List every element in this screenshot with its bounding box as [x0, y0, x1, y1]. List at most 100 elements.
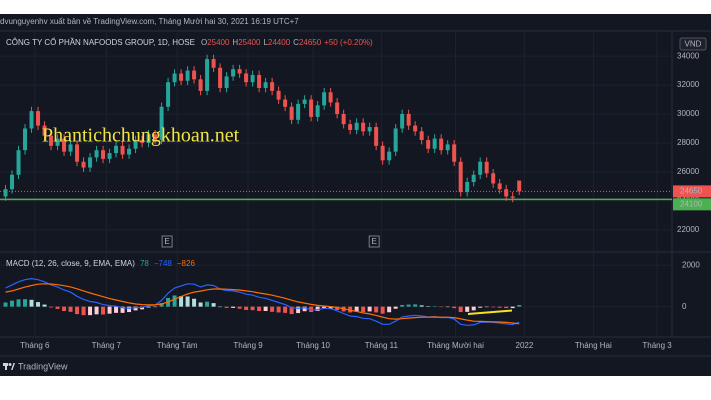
histogram-bar	[393, 306, 398, 309]
histogram-bar	[29, 299, 34, 307]
candle-body	[270, 82, 275, 91]
ohlc-value: 25400	[207, 38, 230, 47]
histogram-bar	[510, 306, 515, 309]
histogram-bar	[140, 306, 145, 310]
x-tick-label: Tháng Hai	[575, 341, 612, 350]
histogram-bar	[257, 306, 262, 312]
candle-body	[127, 148, 132, 155]
candle-body	[484, 161, 489, 174]
candle-body	[328, 92, 333, 103]
ohlc-label: C	[293, 38, 299, 47]
histogram-bar	[283, 306, 288, 313]
candle-body	[120, 145, 125, 155]
histogram-bar	[465, 306, 470, 312]
candle-body	[497, 183, 502, 190]
histogram-bar	[471, 306, 476, 311]
candle-body	[192, 70, 197, 80]
candle-body	[367, 127, 372, 132]
histogram-bar	[374, 306, 379, 313]
ohlc-value: 24650	[299, 38, 322, 47]
histogram-bar	[127, 306, 132, 313]
candle-body	[471, 174, 476, 182]
histogram-bar	[380, 306, 385, 314]
candle-body	[172, 73, 177, 83]
candle-body	[419, 131, 424, 141]
x-tick-label: Tháng 7	[92, 341, 122, 350]
y-tick-label: 30000	[677, 109, 700, 118]
brand: TradingView	[18, 361, 68, 371]
chart-background	[0, 14, 711, 376]
candle-body	[322, 92, 327, 106]
candle-body	[380, 145, 385, 161]
histogram-bar	[172, 295, 177, 307]
brand-logo	[3, 363, 15, 370]
x-tick-label: Tháng Tám	[157, 341, 198, 350]
ohlc-label: O	[201, 38, 207, 47]
published-note: dvunguyenhv xuất bản về TradingView.com,…	[0, 17, 299, 26]
candle-body	[75, 144, 80, 162]
candle-body	[94, 150, 99, 158]
currency-badge	[679, 37, 707, 51]
histogram-bar	[23, 299, 28, 307]
candle-body	[354, 122, 359, 130]
histogram-bar	[16, 299, 21, 307]
candle-body	[400, 114, 405, 129]
histogram-bar	[36, 302, 41, 307]
candle-body	[361, 122, 366, 132]
ohlc-value: 24400	[268, 38, 291, 47]
candle-body	[406, 114, 411, 126]
candle-body	[179, 73, 184, 81]
histogram-bar	[400, 304, 405, 307]
candle-body	[146, 134, 151, 143]
histogram-bar	[517, 305, 522, 307]
x-tick-label: Tháng Mười hai	[427, 341, 484, 350]
y-tick-label: 2000	[682, 260, 700, 269]
histogram-bar	[224, 306, 229, 308]
ohlc-label: L	[263, 38, 268, 47]
candle-body	[23, 128, 28, 151]
histogram-bar	[231, 306, 236, 308]
candle-body	[159, 106, 164, 141]
histogram-bar	[458, 306, 463, 313]
histogram-bar	[296, 306, 301, 314]
event-label: E	[372, 237, 377, 246]
y-tick-label: 0	[682, 302, 687, 311]
event-marker	[368, 235, 380, 248]
y-tick-label: 22000	[677, 225, 700, 234]
signal-line	[5, 283, 520, 325]
candle-body	[289, 106, 294, 120]
histogram-bar	[237, 306, 242, 309]
candle-body	[458, 161, 463, 193]
candle-body	[153, 134, 158, 141]
candle-body	[68, 144, 73, 152]
candle-body	[133, 140, 138, 149]
candle-body	[42, 125, 47, 136]
histogram-bar	[179, 296, 184, 307]
candle-body	[465, 181, 470, 193]
x-tick-label: Tháng 3	[642, 341, 672, 350]
histogram-bar	[289, 306, 294, 315]
candle-body	[257, 74, 262, 88]
histogram-bar	[68, 306, 73, 312]
candle-body	[81, 161, 86, 168]
x-tick-label: 2022	[516, 341, 534, 350]
hline-tag	[673, 198, 711, 211]
y-tick-label: 28000	[677, 138, 700, 147]
candle-body	[302, 99, 307, 104]
last-price-label: 24650	[680, 187, 703, 196]
histogram-bar	[250, 306, 255, 311]
symbol-legend: CÔNG TY CỔ PHẦN NAFOODS GROUP, 1D, HOSE O…	[6, 37, 373, 47]
histogram-bar	[497, 306, 502, 308]
histogram-bar	[419, 305, 424, 307]
histogram-bar	[354, 306, 359, 312]
histogram-value: 78	[140, 259, 149, 268]
histogram-bar	[406, 304, 411, 307]
candle-body	[263, 82, 268, 88]
x-tick-label: Tháng 9	[233, 341, 263, 350]
candle-body	[504, 189, 509, 197]
candle-body	[335, 102, 340, 115]
candle-body	[439, 138, 444, 151]
ohlc-label: H	[232, 38, 238, 47]
candle-body	[348, 124, 353, 130]
last-price-tag	[673, 185, 711, 198]
